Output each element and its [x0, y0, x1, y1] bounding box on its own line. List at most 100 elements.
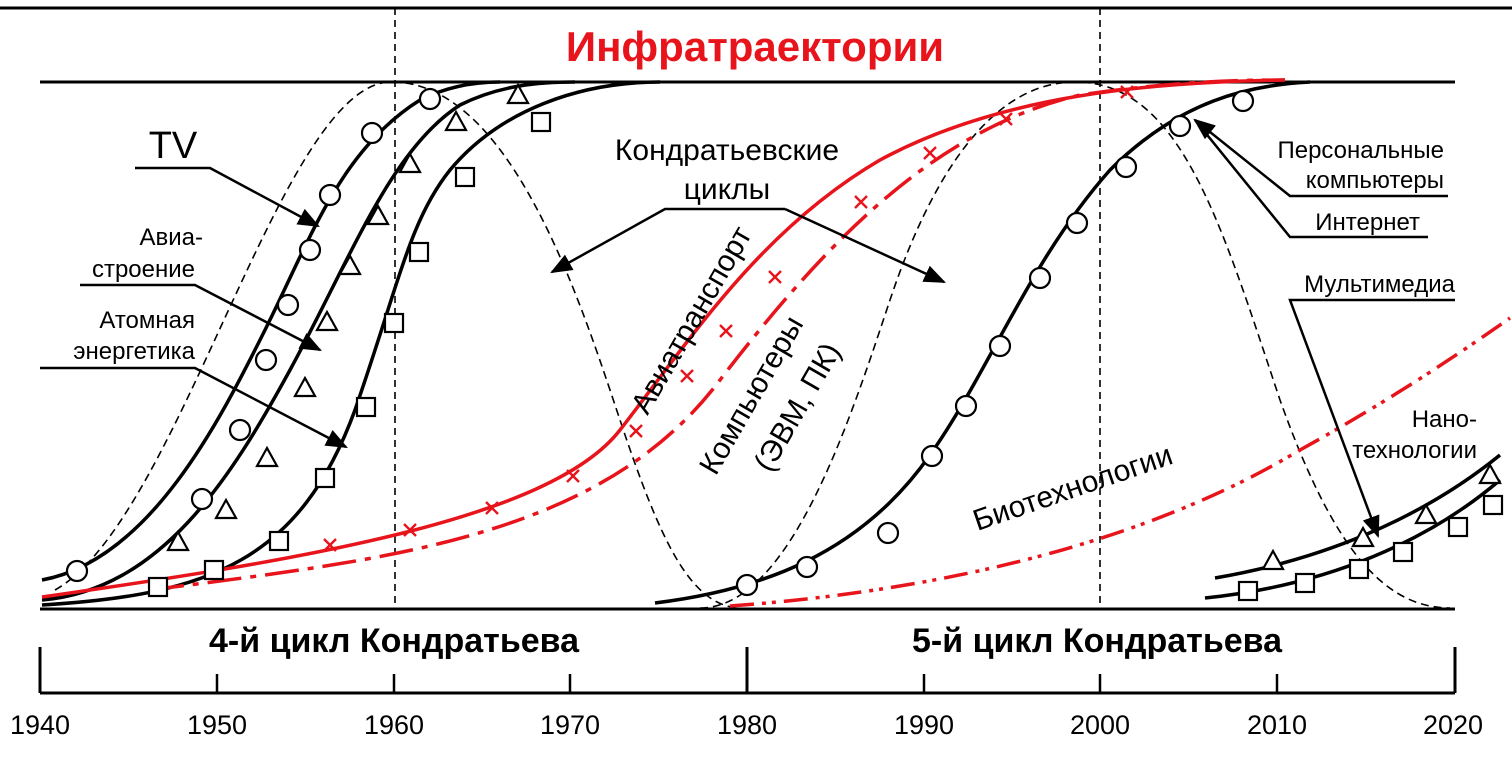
- label-biotech: Биотехнологии: [969, 438, 1177, 537]
- air-transport-point: [999, 112, 1013, 126]
- aviation-point: [315, 309, 339, 332]
- nuclear-point: [147, 576, 169, 598]
- tv-point: [360, 121, 384, 145]
- cycle-label-5: 5-й цикл Кондратьева: [912, 622, 1283, 660]
- pc-point: [1231, 89, 1255, 113]
- aviation-point: [293, 375, 317, 398]
- pc-point: [1028, 266, 1052, 290]
- aviation-point: [398, 151, 422, 174]
- multimedia-point: [1261, 548, 1285, 571]
- nanotech-point: [1482, 494, 1504, 516]
- label-multimedia: Мультимедиа: [1304, 271, 1455, 298]
- nuclear-point: [454, 166, 476, 188]
- nanotech-point: [1392, 541, 1414, 563]
- label-aviation-1: Авиа-: [139, 224, 203, 251]
- year-label: 2000: [1070, 710, 1130, 740]
- axis-year-labels: 1940 1950 1960 1970 1980 1990 2000 2010 …: [10, 710, 1483, 740]
- label-kondratiev-1: Кондратьевские: [615, 134, 839, 167]
- aviation-point: [366, 203, 390, 226]
- nuclear-point: [314, 467, 336, 489]
- aviation-point: [214, 497, 238, 520]
- year-label: 1980: [717, 710, 777, 740]
- pc-point: [1114, 155, 1138, 179]
- pc-point: [735, 573, 759, 597]
- multimedia-point: [1478, 462, 1502, 485]
- nuclear-point: [355, 396, 377, 418]
- air-transport-point: [1120, 85, 1134, 99]
- multimedia-markers: [1261, 462, 1502, 571]
- pc-point: [920, 444, 944, 468]
- air-transport-point: [680, 369, 694, 383]
- air-transport-point: [719, 324, 733, 338]
- label-tv: TV: [149, 125, 198, 167]
- pc-point: [795, 555, 819, 579]
- cycle-label-4: 4-й цикл Кондратьева: [209, 622, 580, 660]
- label-internet: Интернет: [1315, 209, 1420, 236]
- nanotech-point: [1447, 516, 1469, 538]
- kondratiev-wave-4: [54, 81, 741, 609]
- nanotech-point: [1294, 572, 1316, 594]
- nuclear-point: [530, 111, 552, 133]
- pc-point: [1065, 211, 1089, 235]
- label-kondratiev-2: циклы: [684, 173, 770, 206]
- aviation-point: [166, 529, 190, 552]
- air-transport-point: [854, 195, 868, 209]
- page-title: Инфратраектории: [566, 23, 944, 70]
- nuclear-point: [408, 241, 430, 263]
- aviation-leader: [80, 283, 322, 352]
- leader-lines: [40, 118, 1455, 539]
- tv-point: [228, 418, 252, 442]
- year-label: 1970: [540, 710, 600, 740]
- year-label: 1990: [894, 710, 954, 740]
- pc-leader: [1193, 118, 1448, 198]
- label-nano-1: Нано-: [1412, 406, 1477, 433]
- biotech-curve: [729, 316, 1512, 608]
- aviation-markers: [166, 82, 530, 552]
- multimedia-point: [1414, 502, 1438, 525]
- label-nuclear-1: Атомная: [99, 307, 195, 334]
- internet-leader: [1194, 119, 1428, 239]
- tv-point: [318, 183, 342, 207]
- nuclear-point: [203, 559, 225, 581]
- air-transport-point: [923, 146, 937, 160]
- pc-point: [876, 521, 900, 545]
- tv-point: [298, 238, 322, 262]
- tv-point: [254, 348, 278, 372]
- pc-point: [988, 334, 1012, 358]
- nuclear-markers: [147, 111, 552, 598]
- year-label: 1950: [187, 710, 247, 740]
- nuclear-point: [383, 312, 405, 334]
- air-transport-point: [768, 270, 782, 284]
- nanotech-point: [1237, 580, 1259, 602]
- kondratiev-left-leader: [550, 207, 785, 274]
- axis-ticks: [215, 674, 1279, 693]
- year-label: 2020: [1423, 710, 1483, 740]
- tv-leader: [135, 166, 320, 228]
- nuclear-point: [268, 530, 290, 552]
- aviation-point: [338, 253, 362, 276]
- year-label: 2010: [1247, 710, 1307, 740]
- aviation-point: [444, 109, 468, 132]
- computers-curve: [149, 78, 1286, 592]
- air-transport-markers: [323, 85, 1134, 552]
- air-transport-point: [485, 501, 499, 515]
- aviation-building-curve: [41, 80, 576, 602]
- air-transport-point: [403, 523, 417, 537]
- year-label: 1940: [10, 710, 70, 740]
- label-pc-1: Персональные: [1277, 137, 1444, 164]
- aviation-point: [255, 445, 279, 468]
- nuclear-leader: [40, 366, 348, 449]
- label-aviation-2: строение: [92, 256, 195, 283]
- pc-point: [954, 394, 978, 418]
- year-label: 1960: [364, 710, 424, 740]
- tv-point: [276, 293, 300, 317]
- air-transport-point: [629, 424, 643, 438]
- aviation-point: [506, 82, 530, 105]
- tv-markers: [65, 87, 442, 583]
- air-transport-point: [566, 469, 580, 483]
- kondratiev-wave-5: [699, 81, 1451, 609]
- kondratiev-right-leader: [784, 207, 946, 284]
- tv-point: [65, 559, 89, 583]
- pc-point: [1168, 114, 1192, 138]
